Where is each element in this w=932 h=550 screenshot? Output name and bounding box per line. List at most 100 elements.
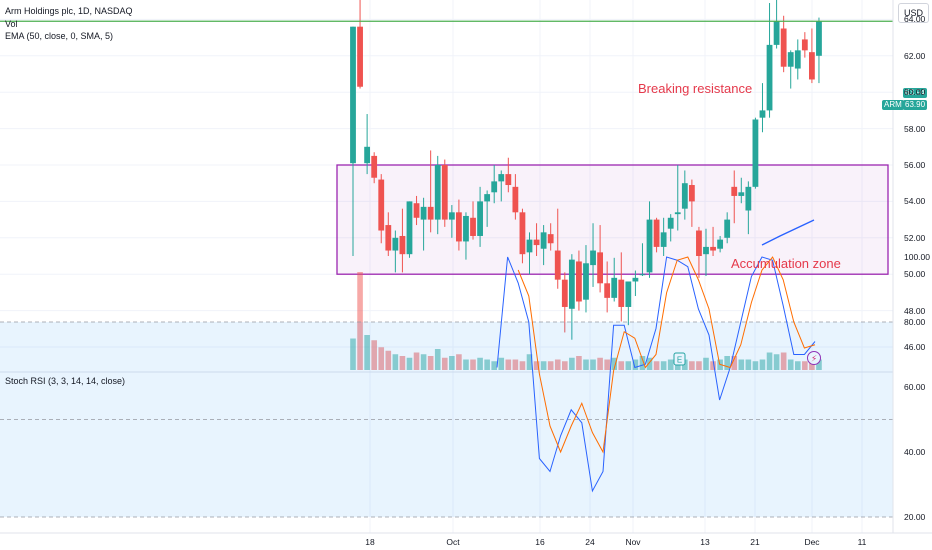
volume-bar [498,357,505,370]
stoch-d-line [517,256,816,454]
volume-bar [689,361,695,370]
candle-body [710,246,716,251]
volume-bar [512,359,519,370]
candlesticks [350,0,822,340]
volume-bar [696,361,702,370]
candle-body [385,225,392,251]
candle-body [625,281,632,307]
volume-bar [441,357,448,370]
volume-bar [802,361,808,370]
time-tick-label: Dec [804,537,820,547]
candle-body [561,279,568,307]
candle-body [653,219,660,247]
volume-bar [653,361,660,370]
candle-body [696,230,702,256]
candle-body [406,201,413,255]
candle-body [434,165,441,220]
candle-body [399,235,406,255]
volume-bar [463,359,469,370]
candle-body [590,250,596,266]
candle-body [357,26,363,87]
volume-bar [562,361,568,370]
volume-bar [519,361,526,370]
volume-bar [406,357,413,370]
candle-body [738,192,745,196]
candle-body [646,219,653,273]
chart-overlays: E⚡ [0,20,893,366]
candle-body [540,232,547,249]
candle-body [371,155,378,178]
ema-line [761,219,815,246]
volume-bar [420,354,427,370]
volume-bar [583,359,589,370]
candle-body [519,212,526,255]
stoch-tick-label: 60.00 [904,382,926,392]
volume-bar [752,361,759,370]
ema-legend[interactable]: EMA (50, close, 0, SMA, 5) [5,31,114,41]
candle-body [632,277,639,282]
volume-bar [350,338,356,370]
volume-bar [590,359,596,370]
volume-bar [378,347,385,370]
volume-bar [597,357,603,370]
candle-body [448,212,455,220]
flash-glyph: ⚡ [811,355,817,365]
candle-body [660,232,667,247]
candle-body [576,261,582,302]
volume-bar [399,356,406,370]
volume-bar [392,354,399,370]
candle-body [773,21,780,45]
volume-bar [569,357,575,370]
currency-button[interactable]: USD [898,3,929,23]
volume-bar [660,361,667,370]
candle-body [611,277,618,298]
candle-body [441,165,448,220]
time-tick-label: 11 [857,537,867,547]
symbol-title[interactable]: Arm Holdings plc, 1D, NASDAQ [5,6,133,16]
volume-bar [738,359,745,370]
candle-body [547,234,554,244]
stoch-rsi-title[interactable]: Stoch RSI (3, 3, 14, 14, close) [5,376,126,386]
candle-body [604,283,611,298]
candle-body [427,206,434,220]
volume-bar [491,361,497,370]
volume-bar [745,359,752,370]
volume-bar [357,272,363,370]
volume-bar [766,352,773,370]
candle-body [688,185,695,202]
stoch-k-line [496,256,816,493]
candle-body [498,174,505,182]
candle-body [491,181,498,193]
volume-bar [780,352,787,370]
candle-body [477,201,483,236]
candle-body [780,28,787,67]
vol-legend[interactable]: Vol [5,19,18,29]
volume-bar [526,354,533,370]
volume-bar [816,359,822,370]
earnings-badge-box [673,352,686,366]
candle-body [787,52,794,67]
volume-bar [477,357,483,370]
volume-bar [667,359,674,370]
volume-bar [724,356,730,370]
volume-bar [710,361,716,370]
candle-body [752,119,759,187]
candle-body [484,194,491,202]
volume-bar [809,361,815,370]
flash-circle [807,351,821,365]
time-tick-label: 21 [750,537,760,547]
volume-bar [470,359,476,370]
volume-bar [759,359,766,370]
time-tick-label: 13 [700,537,710,547]
volume-bar [773,354,780,370]
time-tick-label: 24 [585,537,595,547]
candle-body [717,239,724,249]
volume-bar [611,357,618,370]
candle-body [554,250,561,280]
price-tick-label: 58.00 [904,123,926,134]
volume-bar [604,359,610,370]
ticker-tag: ARM [882,100,904,110]
candle-body [364,146,371,164]
volume-bar [703,357,709,370]
